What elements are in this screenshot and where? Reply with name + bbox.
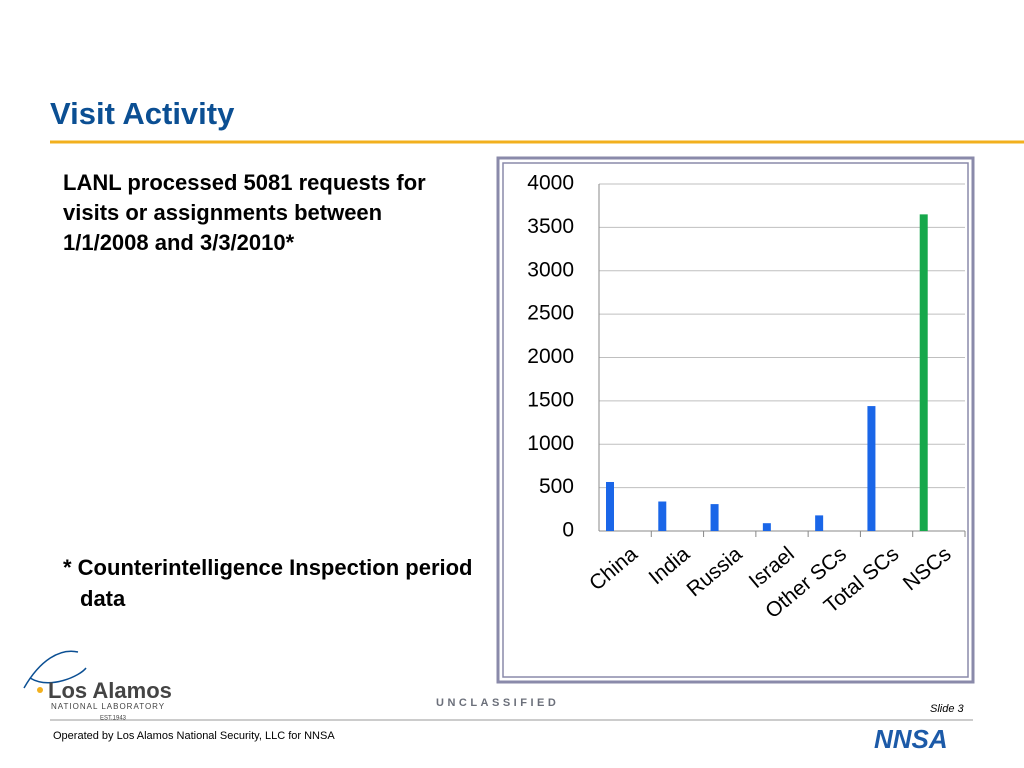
slide-title: Visit Activity <box>50 96 235 131</box>
nnsa-logo: NNSA <box>874 724 948 754</box>
bar <box>815 515 824 531</box>
y-tick-label: 1000 <box>527 432 574 455</box>
bar <box>606 481 614 531</box>
slide-number: Slide 3 <box>930 703 964 715</box>
logo-dot <box>37 687 43 693</box>
footnote: * Counterintelligence Inspection period … <box>63 555 473 611</box>
operator-note: Operated by Los Alamos National Security… <box>53 730 335 742</box>
logo-est: EST.1943 <box>100 716 127 722</box>
bar <box>867 406 876 531</box>
lanl-logo: Los Alamos NATIONAL LABORATORY EST.1943 <box>23 650 172 722</box>
y-tick-label: 500 <box>539 475 574 498</box>
chart-frame-inner <box>502 162 969 678</box>
y-tick-label: 3000 <box>527 258 574 281</box>
logo-orbit <box>23 650 79 689</box>
y-tick-label: 2000 <box>527 345 574 368</box>
logo-name: Los Alamos <box>48 678 172 703</box>
body-text: LANL processed 5081 requests for visits … <box>63 170 426 255</box>
y-tick-label: 1500 <box>527 388 574 411</box>
y-tick-label: 4000 <box>527 172 574 195</box>
bar <box>658 501 667 531</box>
logo-sub: NATIONAL LABORATORY <box>51 702 165 711</box>
y-tick-label: 3500 <box>527 215 574 238</box>
chart-frame <box>496 156 975 684</box>
y-tick-label: 2500 <box>527 302 574 325</box>
logo-orbit <box>29 667 87 684</box>
bar <box>710 504 719 531</box>
bar <box>762 523 771 531</box>
y-tick-label: 0 <box>562 519 574 542</box>
bar <box>919 214 928 532</box>
classification: UNCLASSIFIED <box>436 697 560 709</box>
